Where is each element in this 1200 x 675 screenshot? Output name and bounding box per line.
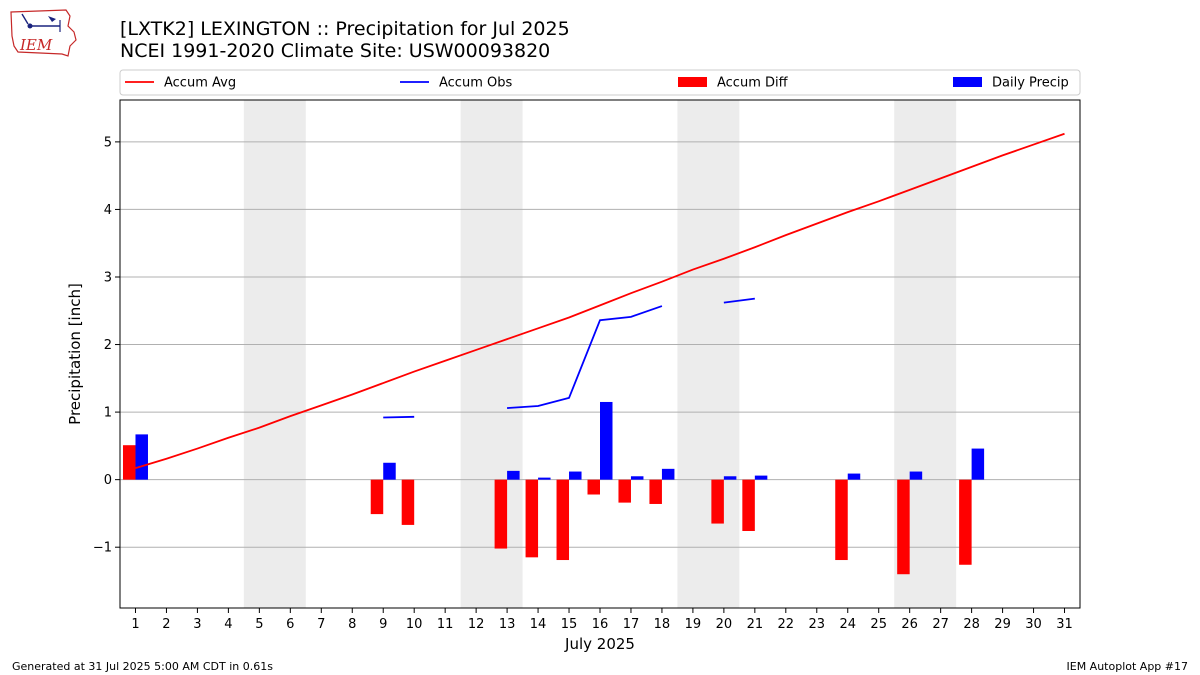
accum-diff-bar: [122, 445, 136, 480]
generated-timestamp: Generated at 31 Jul 2025 5:00 AM CDT in …: [12, 660, 273, 673]
accum-diff-bar: [587, 479, 600, 495]
x-tick-label: 28: [963, 617, 980, 632]
x-tick-label: 3: [193, 617, 201, 632]
chart-title-line2: NCEI 1991-2020 Climate Site: USW00093820: [120, 40, 551, 62]
accum-diff-bar: [835, 479, 848, 561]
accum-diff-bar: [618, 479, 631, 503]
x-tick-label: 6: [286, 617, 294, 632]
x-tick-label: 8: [348, 617, 356, 632]
daily-precip-bar: [600, 401, 613, 480]
x-tick-label: 7: [317, 617, 325, 632]
accum-diff-bar: [742, 479, 755, 531]
daily-precip-bar: [630, 476, 644, 480]
y-tick-label: 2: [104, 338, 112, 353]
x-tick-label: 30: [1025, 617, 1042, 632]
accum-diff-bar: [401, 479, 415, 525]
x-tick-label: 18: [654, 617, 671, 632]
daily-precip-bar: [661, 468, 675, 480]
x-tick-label: 20: [716, 617, 733, 632]
accum-diff-bar: [525, 479, 539, 558]
x-tick-label: 24: [839, 617, 856, 632]
y-tick-label: 1: [104, 406, 112, 421]
daily-precip-bar: [383, 462, 396, 480]
legend-label: Accum Diff: [717, 76, 789, 91]
x-tick-label: 13: [499, 617, 516, 632]
daily-precip-bar: [569, 471, 582, 480]
accum-avg-line: [135, 132, 1065, 470]
x-tick-label: 19: [685, 617, 702, 632]
x-tick-label: 21: [747, 617, 764, 632]
x-tick-label: 29: [994, 617, 1011, 632]
legend-swatch: [953, 77, 982, 87]
accum-diff-bar: [897, 479, 910, 575]
daily-precip-bar: [723, 476, 737, 480]
y-tick-label: 3: [104, 270, 112, 285]
accum-obs-line: [383, 415, 415, 419]
y-tick-label: 4: [104, 203, 112, 218]
x-tick-label: 14: [530, 617, 547, 632]
x-tick-label: 1: [131, 617, 139, 632]
legend-box: [119, 69, 1081, 96]
x-tick-label: 10: [406, 617, 423, 632]
legend-swatch: [678, 77, 707, 87]
x-tick-label: 26: [901, 617, 918, 632]
x-tick-label: 11: [437, 617, 454, 632]
app-credit: IEM Autoplot App #17: [1066, 660, 1189, 673]
legend-label: Accum Avg: [164, 76, 236, 91]
x-tick-label: 4: [224, 617, 232, 632]
accum-diff-bar: [649, 479, 662, 504]
accum-diff-bar: [556, 479, 570, 561]
y-tick-label: 5: [104, 135, 112, 150]
accum-diff-bar: [959, 479, 972, 565]
x-tick-label: 31: [1056, 617, 1073, 632]
y-tick-label: 0: [104, 473, 112, 488]
logo-text: IEM: [19, 36, 53, 54]
x-tick-label: 17: [623, 617, 640, 632]
chart-title-line1: [LXTK2] LEXINGTON :: Precipitation for J…: [120, 18, 570, 40]
accum-diff-bar: [370, 479, 384, 515]
legend-label: Accum Obs: [439, 76, 512, 91]
x-tick-label: 15: [561, 617, 578, 632]
y-axis-label: Precipitation [inch]: [66, 283, 84, 425]
x-tick-label: 16: [592, 617, 609, 632]
accum-diff-bar: [494, 479, 508, 549]
x-tick-label: 25: [870, 617, 887, 632]
accum-diff-bar: [711, 479, 724, 524]
daily-precip-bar: [847, 473, 861, 480]
daily-precip-bar: [909, 471, 923, 480]
x-tick-label: 27: [932, 617, 949, 632]
iem-logo: IEM: [10, 9, 77, 57]
legend-label: Daily Precip: [992, 76, 1069, 91]
daily-precip-bar: [754, 475, 768, 480]
daily-precip-bar: [971, 448, 985, 480]
x-tick-label: 9: [379, 617, 387, 632]
y-tick-label: −1: [93, 541, 112, 556]
weekend-band: [460, 100, 523, 608]
x-axis-label: July 2025: [564, 635, 635, 653]
x-tick-label: 23: [809, 617, 826, 632]
x-tick-label: 2: [162, 617, 170, 632]
daily-precip-bar: [135, 434, 148, 480]
daily-precip-bar: [538, 477, 551, 480]
x-tick-label: 22: [778, 617, 795, 632]
daily-precip-bar: [507, 470, 520, 480]
weekend-band: [243, 100, 306, 608]
x-tick-label: 5: [255, 617, 263, 632]
weekend-band: [677, 100, 740, 608]
accum-obs-line: [723, 297, 755, 304]
accum-obs-line: [507, 305, 663, 409]
x-tick-label: 12: [468, 617, 485, 632]
